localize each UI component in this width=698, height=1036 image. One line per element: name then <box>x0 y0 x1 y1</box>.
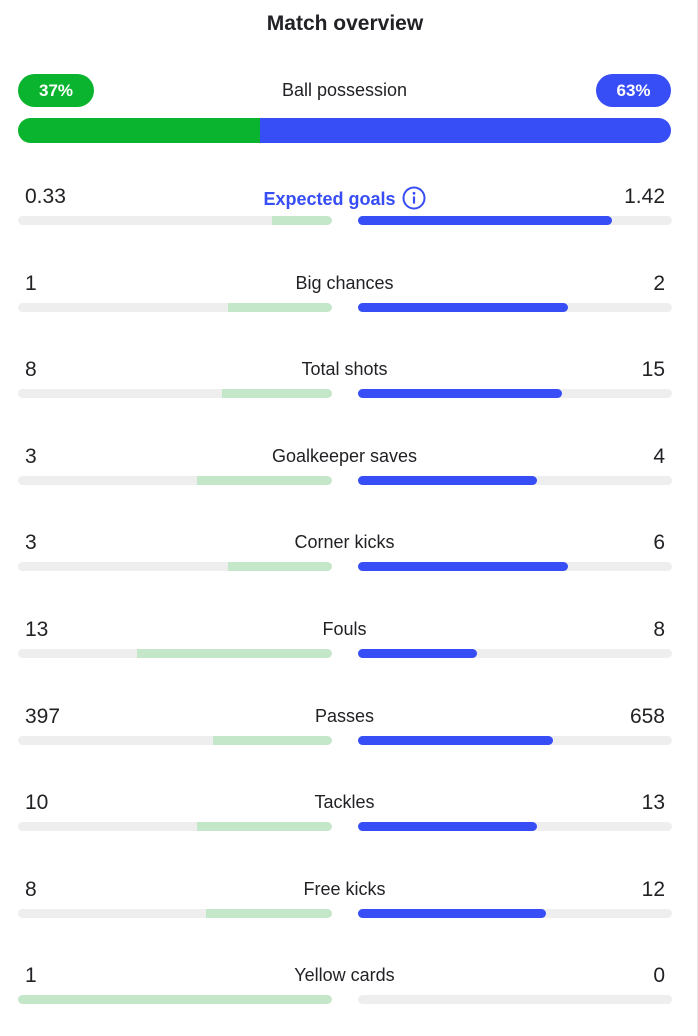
home-bar-track <box>18 303 332 312</box>
home-value: 0.33 <box>25 185 66 208</box>
stat-label: Total shots <box>18 359 671 380</box>
home-bar-fill <box>212 736 332 745</box>
home-value: 10 <box>25 791 49 814</box>
home-bar-fill <box>196 476 332 485</box>
home-bar-fill <box>196 822 332 831</box>
stat-label-text: Passes <box>314 706 375 726</box>
home-value: 1 <box>25 964 37 987</box>
stat-row-fouls: 13 Fouls 8 <box>18 618 672 678</box>
home-bar-fill <box>228 303 332 312</box>
away-bar-fill <box>358 909 547 918</box>
away-bar-track <box>358 389 672 398</box>
stat-label-text: Goalkeeper saves <box>271 446 418 466</box>
away-bar-track <box>358 649 672 658</box>
home-bar-fill <box>18 995 332 1004</box>
stat-row-expected-goals: 0.33 Expected goals 1.42 <box>18 185 672 245</box>
home-bar-fill <box>222 389 332 398</box>
stat-row-yellow-cards: 1 Yellow cards 0 <box>18 964 672 1024</box>
away-bar-track <box>358 909 672 918</box>
home-bar-track <box>18 649 332 658</box>
home-bar-track <box>18 216 332 225</box>
away-bar-fill <box>358 303 569 312</box>
page-title: Match overview <box>266 12 424 35</box>
away-value: 658 <box>629 705 665 728</box>
stat-row-tackles: 10 Tackles 13 <box>18 791 672 851</box>
away-bar-fill <box>358 822 537 831</box>
home-bar-track <box>18 389 332 398</box>
possession-label: Ball possession <box>281 80 408 100</box>
home-value: 397 <box>25 705 61 728</box>
away-value: 0 <box>653 964 665 987</box>
stat-row-big-chances: 1 Big chances 2 <box>18 272 672 332</box>
away-bar-track <box>358 303 672 312</box>
stat-label-text: Free kicks <box>303 879 386 899</box>
stat-label: Passes <box>18 706 671 727</box>
home-bar-track <box>18 736 332 745</box>
home-bar-fill <box>206 909 332 918</box>
home-value: 13 <box>25 618 49 641</box>
home-bar-track <box>18 476 332 485</box>
away-bar-fill <box>358 562 569 571</box>
home-bar-fill <box>228 562 332 571</box>
stat-label: Fouls <box>18 619 671 640</box>
away-possession-badge: 63% <box>596 74 671 107</box>
away-bar-track <box>358 822 672 831</box>
ball-possession: 37% Ball possession 63% <box>18 74 671 144</box>
away-bar-track <box>358 995 672 1004</box>
home-bar-fill <box>272 216 332 225</box>
stat-label: Yellow cards <box>18 965 671 986</box>
away-bar-track <box>358 476 672 485</box>
stat-label-text: Big chances <box>295 273 394 293</box>
stat-label: Free kicks <box>18 879 671 900</box>
away-bar-fill <box>358 649 478 658</box>
home-bar-fill <box>137 649 332 658</box>
stat-label-text: Fouls <box>322 619 367 639</box>
stat-label-text: Total shots <box>301 359 388 379</box>
away-bar-track <box>358 736 672 745</box>
stat-row-free-kicks: 8 Free kicks 12 <box>18 878 672 938</box>
home-bar-track <box>18 562 332 571</box>
away-value: 6 <box>653 531 665 554</box>
stat-label: Corner kicks <box>18 532 671 553</box>
home-value: 8 <box>25 358 37 381</box>
home-value: 1 <box>25 272 37 295</box>
stat-label: Goalkeeper saves <box>18 446 671 467</box>
away-bar-fill <box>358 216 613 225</box>
home-bar-track <box>18 909 332 918</box>
possession-bar <box>18 118 671 143</box>
away-value: 12 <box>641 878 665 901</box>
stat-row-total-shots: 8 Total shots 15 <box>18 358 672 418</box>
stat-label[interactable]: Expected goals <box>18 186 671 210</box>
away-bar-fill <box>358 736 553 745</box>
away-value: 15 <box>641 358 665 381</box>
away-bar-fill <box>358 389 563 398</box>
home-possession-badge: 37% <box>18 74 94 107</box>
stat-label-text: Yellow cards <box>294 965 395 985</box>
stat-row-passes: 397 Passes 658 <box>18 705 672 765</box>
away-bar-track <box>358 562 672 571</box>
stat-label: Big chances <box>18 273 671 294</box>
away-value: 13 <box>641 791 665 814</box>
stat-label-text: Expected goals <box>263 189 396 209</box>
stat-label-text: Tackles <box>314 792 375 812</box>
home-value: 3 <box>25 445 37 468</box>
away-bar-fill <box>358 476 537 485</box>
possession-bar-home <box>18 118 260 143</box>
away-value: 2 <box>653 272 665 295</box>
away-bar-track <box>358 216 672 225</box>
away-value: 8 <box>653 618 665 641</box>
away-value: 4 <box>653 445 665 468</box>
home-value: 8 <box>25 878 37 901</box>
info-icon[interactable] <box>402 186 426 210</box>
away-value: 1.42 <box>624 185 665 208</box>
home-bar-track <box>18 822 332 831</box>
home-value: 3 <box>25 531 37 554</box>
stat-label-text: Corner kicks <box>294 532 395 552</box>
stat-row-corner-kicks: 3 Corner kicks 6 <box>18 531 672 591</box>
stat-label: Tackles <box>18 792 671 813</box>
stat-row-goalkeeper-saves: 3 Goalkeeper saves 4 <box>18 445 672 505</box>
possession-bar-away <box>259 118 671 143</box>
home-bar-track <box>18 995 332 1004</box>
